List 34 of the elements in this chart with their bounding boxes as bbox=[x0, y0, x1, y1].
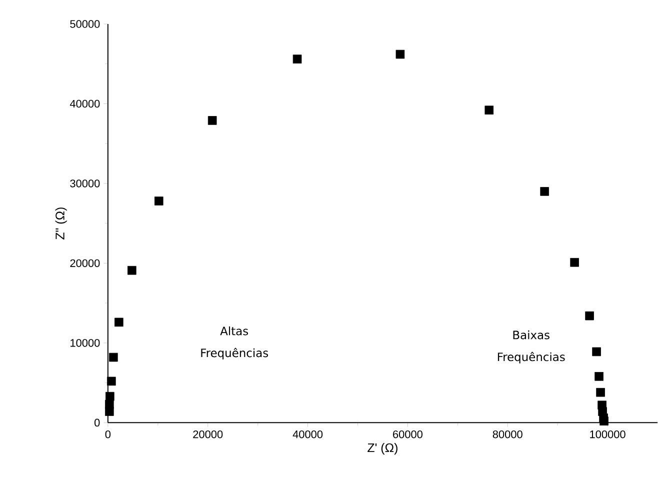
y-tick-label: 0 bbox=[94, 418, 100, 427]
point bbox=[109, 353, 118, 362]
point bbox=[600, 416, 608, 426]
point bbox=[154, 196, 164, 206]
x-tick-label: 80000 bbox=[492, 430, 522, 438]
annotation: Altas Frequências bbox=[201, 326, 268, 360]
point bbox=[105, 400, 114, 409]
x-tick-label: 0 bbox=[105, 430, 111, 438]
point bbox=[208, 116, 217, 126]
x-tick-label: 60000 bbox=[393, 430, 422, 438]
annotation: Baixas Frequências bbox=[498, 330, 565, 364]
x-tick-label: 100000 bbox=[590, 430, 626, 438]
point bbox=[592, 347, 601, 356]
y-tick-label: 40000 bbox=[70, 100, 100, 108]
y-axis-title: Z" (Ω) bbox=[55, 208, 67, 240]
y-tick-label: 20000 bbox=[70, 260, 100, 268]
y-tick-label: 10000 bbox=[70, 339, 100, 348]
y-tick-label: 30000 bbox=[70, 180, 100, 188]
point bbox=[106, 392, 114, 401]
y-tick-label: 50000 bbox=[70, 20, 100, 28]
point bbox=[114, 318, 124, 327]
point bbox=[540, 187, 549, 196]
point bbox=[396, 50, 405, 59]
point bbox=[585, 312, 594, 320]
point bbox=[570, 258, 579, 267]
x-tick-label: 20000 bbox=[193, 430, 223, 438]
point bbox=[484, 106, 494, 115]
point bbox=[107, 377, 116, 386]
point bbox=[292, 54, 302, 64]
point bbox=[596, 388, 605, 397]
point bbox=[128, 266, 136, 275]
x-tick-label: 40000 bbox=[292, 430, 323, 438]
x-axis-title: Z' (Ω) bbox=[368, 443, 398, 455]
point bbox=[594, 372, 604, 382]
